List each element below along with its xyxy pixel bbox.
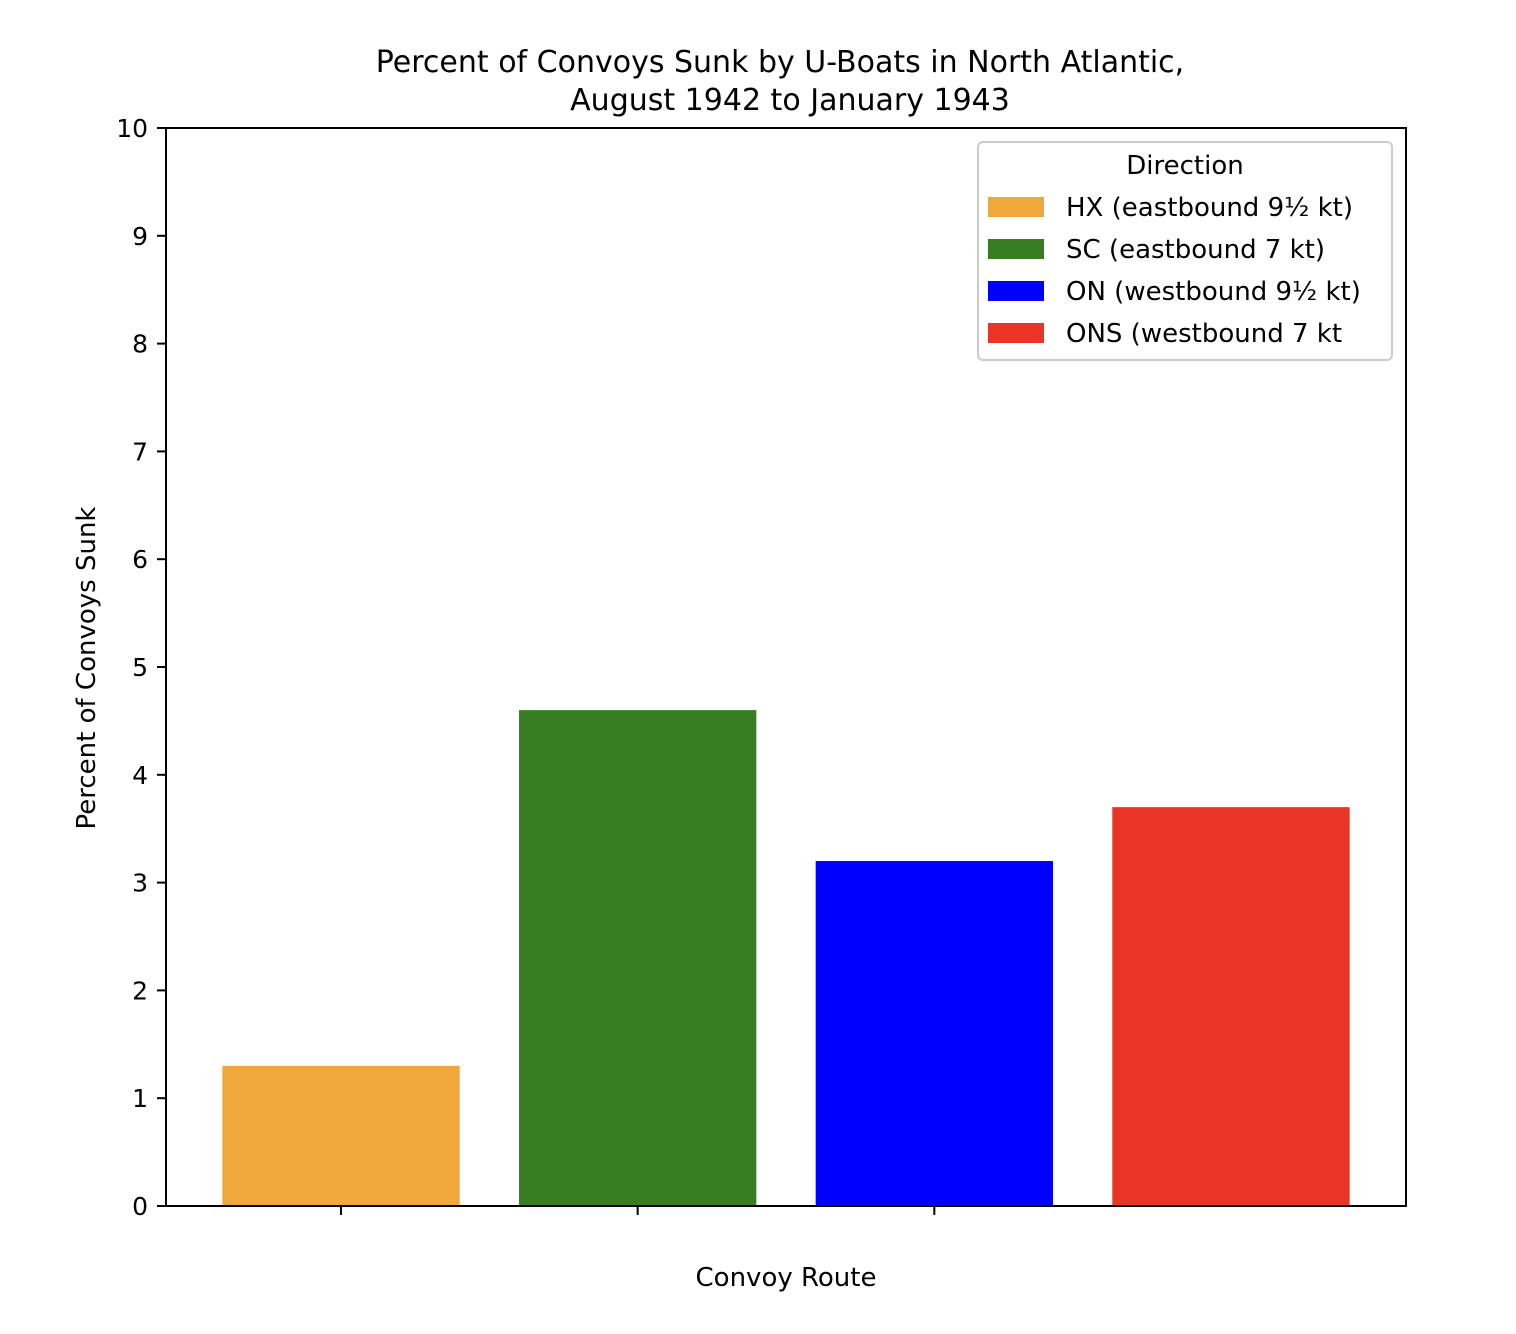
bar-0 xyxy=(222,1065,460,1206)
y-axis-ticks: 0 1 2 3 4 5 6 7 8 9 10 xyxy=(116,114,166,1221)
legend-swatch-0 xyxy=(988,197,1044,217)
y-tick-label-2: 2 xyxy=(132,976,148,1005)
legend-label-1: SC (eastbound 7 kt) xyxy=(1066,235,1325,265)
legend-label-2: ON (westbound 9½ kt) xyxy=(1066,277,1361,307)
y-tick-label-3: 3 xyxy=(132,869,148,898)
legend-box xyxy=(977,141,1393,361)
y-tick-label-5: 5 xyxy=(132,653,148,682)
plot-frame xyxy=(165,127,1407,1207)
y-tick-label-6: 6 xyxy=(132,545,148,574)
y-tick-label-4: 4 xyxy=(132,761,148,790)
chart-title-line-1: Percent of Convoys Sunk by U-Boats in No… xyxy=(376,45,1184,80)
legend-swatch-3 xyxy=(988,323,1044,343)
legend-label-3: ONS (westbound 7 kt xyxy=(1066,319,1342,349)
bar-1 xyxy=(519,710,757,1206)
bar-3 xyxy=(1112,807,1350,1206)
legend: Direction HX (eastbound 9½ kt) SC (eastbo… xyxy=(977,141,1393,361)
y-axis-label: Percent of Convoys Sunk xyxy=(72,507,102,830)
legend-swatch-1 xyxy=(988,239,1044,259)
y-tick-label-0: 0 xyxy=(132,1192,148,1221)
y-tick-label-9: 9 xyxy=(132,222,148,251)
y-tick-label-10: 10 xyxy=(116,114,148,143)
legend-swatch-2 xyxy=(988,281,1044,301)
bars-group xyxy=(222,710,1350,1206)
legend-items: HX (eastbound 9½ kt) SC (eastbound 7 kt) O… xyxy=(988,193,1361,349)
chart-title-line-2: August 1942 to January 1943 xyxy=(570,83,1010,118)
bar-2 xyxy=(815,861,1053,1206)
x-axis-ticks xyxy=(340,1206,936,1215)
x-axis-label: Convoy Route xyxy=(696,1263,877,1293)
y-tick-label-1: 1 xyxy=(132,1084,148,1113)
y-tick-label-8: 8 xyxy=(132,330,148,359)
legend-label-0: HX (eastbound 9½ kt) xyxy=(1066,193,1353,223)
legend-title: Direction xyxy=(1126,151,1243,181)
y-tick-label-7: 7 xyxy=(132,437,148,466)
